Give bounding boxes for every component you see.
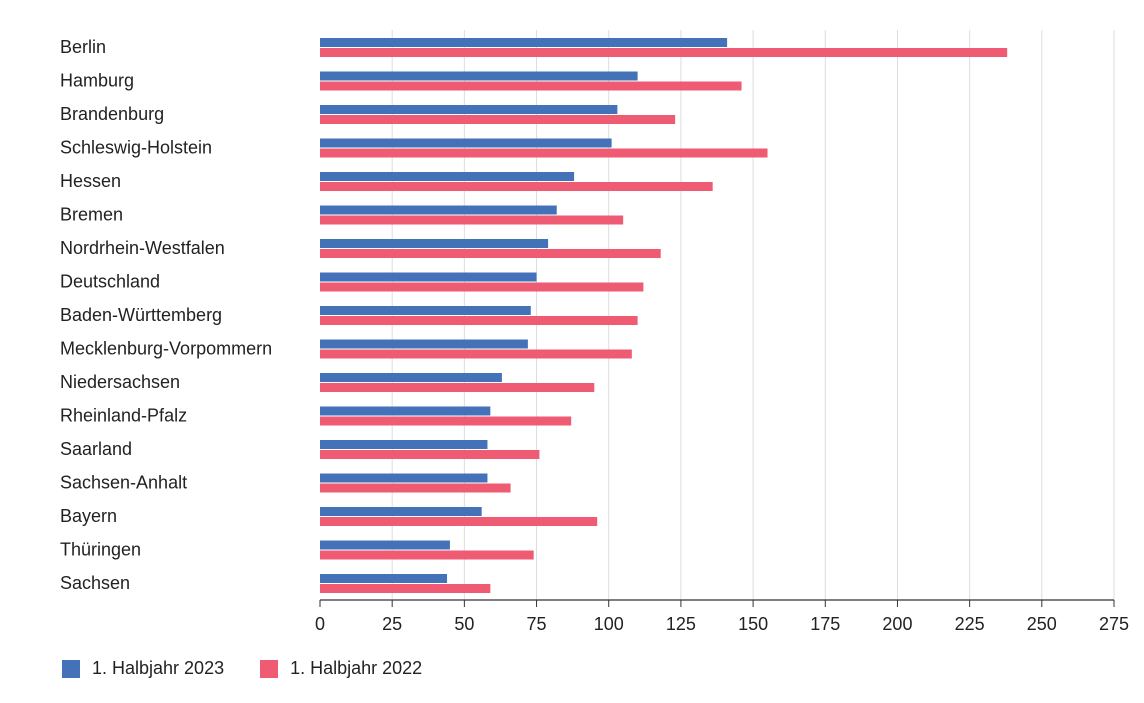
category-label: Sachsen xyxy=(60,573,130,593)
x-tick-label: 25 xyxy=(382,614,402,634)
bar-chart: Berlin Hamburg Brandenburg Schleswig-Holste… xyxy=(60,30,1129,634)
legend-swatch-2022 xyxy=(260,659,279,678)
category-label: Nordrhein-Westfalen xyxy=(60,238,225,258)
category-label: Bremen xyxy=(60,205,123,225)
category-label: Saarland xyxy=(60,439,132,459)
bar-2023 xyxy=(320,406,491,416)
bar-2022 xyxy=(320,517,598,526)
bar-2023 xyxy=(320,205,557,215)
x-tick-label: 125 xyxy=(666,614,696,634)
category-label: Mecklenburg-Vorpommern xyxy=(60,339,272,359)
bar-2022 xyxy=(320,550,534,560)
bar-2023 xyxy=(320,38,728,47)
bar-2023 xyxy=(320,172,575,181)
bar-2023 xyxy=(320,239,549,248)
legend-label-2023: 1. Halbjahr 2023 xyxy=(92,658,225,678)
bar-2023 xyxy=(320,138,612,148)
bar-2022 xyxy=(320,182,713,191)
bar-2022 xyxy=(320,115,676,124)
bar-2023 xyxy=(320,473,488,483)
x-tick-label: 250 xyxy=(1027,614,1057,634)
x-tick-label: 50 xyxy=(454,614,474,634)
bar-2023 xyxy=(320,373,502,382)
category-label: Hessen xyxy=(60,171,121,191)
category-label: Rheinland-Pfalz xyxy=(60,406,187,426)
x-tick-label: 0 xyxy=(315,614,325,634)
bar-2023 xyxy=(320,339,528,349)
x-tick-label: 100 xyxy=(594,614,624,634)
bar-2022 xyxy=(320,282,644,292)
bar-2022 xyxy=(320,316,638,325)
bar-2023 xyxy=(320,306,531,315)
legend-label-2022: 1. Halbjahr 2022 xyxy=(290,658,423,678)
x-tick-label: 225 xyxy=(955,614,985,634)
bar-2023 xyxy=(320,540,450,550)
bar-2022 xyxy=(320,450,540,459)
bar-2023 xyxy=(320,272,537,282)
legend-item-2023[interactable]: 1. Halbjahr 2023 xyxy=(62,658,224,679)
x-tick-label: 175 xyxy=(810,614,840,634)
legend-item-2022[interactable]: 1. Halbjahr 2022 xyxy=(260,658,422,679)
category-label: Deutschland xyxy=(60,272,160,292)
category-label: Berlin xyxy=(60,37,106,57)
category-label: Baden-Württemberg xyxy=(60,305,222,325)
category-label: Sachsen-Anhalt xyxy=(60,473,187,493)
category-label: Niedersachsen xyxy=(60,372,180,392)
category-label: Schleswig-Holstein xyxy=(60,138,212,158)
bar-2023 xyxy=(320,507,482,516)
legend: 1. Halbjahr 2023 1. Halbjahr 2022 xyxy=(62,658,422,679)
x-tick-label: 150 xyxy=(738,614,768,634)
bar-2022 xyxy=(320,249,661,258)
category-label: Hamburg xyxy=(60,71,134,91)
bar-2022 xyxy=(320,584,491,593)
bar-2022 xyxy=(320,349,632,359)
category-label: Thüringen xyxy=(60,540,141,560)
bar-2022 xyxy=(320,148,768,158)
bar-2022 xyxy=(320,416,572,426)
bar-2022 xyxy=(320,81,742,91)
x-tick-label: 275 xyxy=(1099,614,1129,634)
bar-2022 xyxy=(320,483,511,493)
category-label: Bayern xyxy=(60,506,117,526)
bar-2023 xyxy=(320,105,618,114)
legend-swatch-2023 xyxy=(62,659,80,678)
bar-2023 xyxy=(320,71,638,81)
bar-2022 xyxy=(320,48,1008,57)
bar-2023 xyxy=(320,440,488,449)
x-tick-label: 75 xyxy=(527,614,547,634)
x-tick-label: 200 xyxy=(882,614,912,634)
category-label: Brandenburg xyxy=(60,104,164,124)
bar-2022 xyxy=(320,383,595,392)
bar-2022 xyxy=(320,215,624,225)
bar-2023 xyxy=(320,574,448,583)
